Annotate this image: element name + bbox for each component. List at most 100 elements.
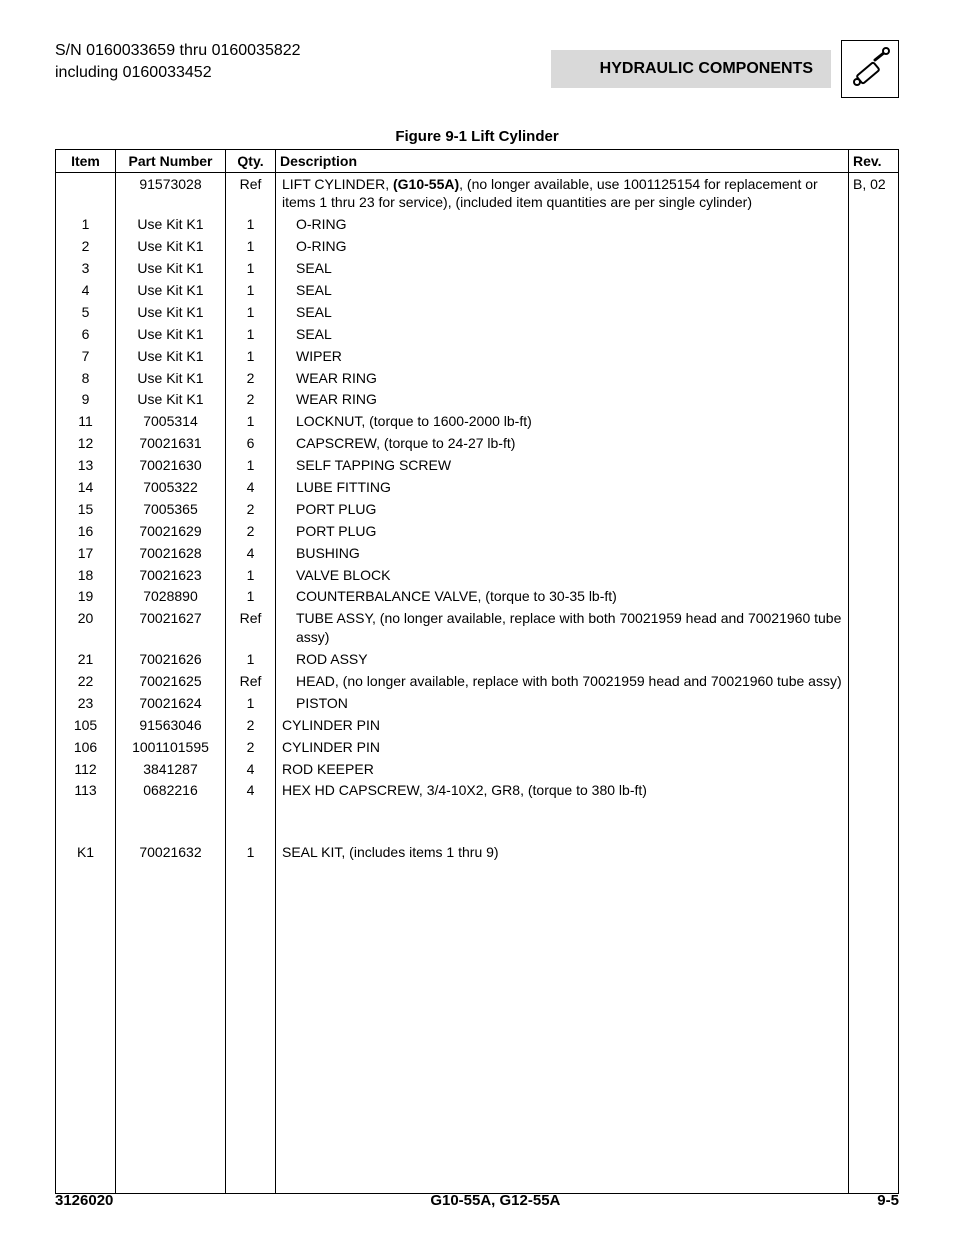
cell-rev: [849, 389, 899, 411]
cell-desc: O-RING: [276, 214, 849, 236]
cell-item: 2: [56, 236, 116, 258]
cell-rev: [849, 649, 899, 671]
cell-item: 106: [56, 736, 116, 758]
cell-item: 4: [56, 279, 116, 301]
cell-part: 70021627: [116, 608, 226, 649]
cell-item: [56, 173, 116, 214]
cell-qty: 6: [226, 433, 276, 455]
cell-part: 70021630: [116, 455, 226, 477]
cell-item: 112: [56, 758, 116, 780]
table-row: 1170053141LOCKNUT, (torque to 1600-2000 …: [56, 411, 899, 433]
cell-qty: 2: [226, 714, 276, 736]
cell-rev: [849, 758, 899, 780]
cell-rev: [849, 692, 899, 714]
cell-qty: 4: [226, 780, 276, 802]
cell-rev: [849, 542, 899, 564]
cell-rev: [849, 345, 899, 367]
serial-number-block: S/N 0160033659 thru 0160035822 including…: [55, 40, 301, 83]
cell-qty: Ref: [226, 670, 276, 692]
cell-part: Use Kit K1: [116, 367, 226, 389]
cell-part: 91563046: [116, 714, 226, 736]
cell-desc: CYLINDER PIN: [276, 736, 849, 758]
cell-item: 23: [56, 692, 116, 714]
cell-qty: 2: [226, 520, 276, 542]
cell-item: 5: [56, 301, 116, 323]
table-row: 9Use Kit K12WEAR RING: [56, 389, 899, 411]
cell-desc: LIFT CYLINDER, (G10-55A), (no longer ava…: [276, 173, 849, 214]
table-row: 18700216231VALVE BLOCK: [56, 564, 899, 586]
cell-part: 70021624: [116, 692, 226, 714]
table-row: 17700216284BUSHING: [56, 542, 899, 564]
cell-part: 3841287: [116, 758, 226, 780]
cell-rev: B, 02: [849, 173, 899, 214]
cell-desc: SEAL KIT, (includes items 1 thru 9): [276, 842, 849, 864]
table-row: 23700216241PISTON: [56, 692, 899, 714]
table-row: 11306822164HEX HD CAPSCREW, 3/4-10X2, GR…: [56, 780, 899, 802]
cell-qty: 1: [226, 258, 276, 280]
cell-part: Use Kit K1: [116, 214, 226, 236]
figure-title: Figure 9-1 Lift Cylinder: [55, 128, 899, 145]
cell-item: 1: [56, 214, 116, 236]
cell-qty: 1: [226, 649, 276, 671]
cell-qty: 2: [226, 367, 276, 389]
table-row: 2Use Kit K11O-RING: [56, 236, 899, 258]
hydraulic-cylinder-icon: [841, 40, 899, 98]
cell-part: 7005314: [116, 411, 226, 433]
cell-part: Use Kit K1: [116, 236, 226, 258]
cell-part: 1001101595: [116, 736, 226, 758]
table-row: 4Use Kit K11SEAL: [56, 279, 899, 301]
cell-qty: 1: [226, 214, 276, 236]
table-row: 2270021625RefHEAD, (no longer available,…: [56, 670, 899, 692]
table-header-row: Item Part Number Qty. Description Rev.: [56, 150, 899, 173]
cell-qty: 2: [226, 389, 276, 411]
cell-rev: [849, 455, 899, 477]
cell-rev: [849, 586, 899, 608]
table-row: 12700216316CAPSCREW, (torque to 24-27 lb…: [56, 433, 899, 455]
page-header: S/N 0160033659 thru 0160035822 including…: [55, 40, 899, 98]
cell-qty: 4: [226, 758, 276, 780]
cell-desc: BUSHING: [276, 542, 849, 564]
cell-qty: 4: [226, 542, 276, 564]
cell-qty: 1: [226, 455, 276, 477]
col-header-rev: Rev.: [849, 150, 899, 173]
header-right: HYDRAULIC COMPONENTS: [551, 40, 899, 98]
cell-rev: [849, 714, 899, 736]
page-footer: 3126020 G10-55A, G12-55A 9-5: [55, 1192, 899, 1209]
cell-item: 13: [56, 455, 116, 477]
cell-rev: [849, 736, 899, 758]
cell-part: 70021632: [116, 842, 226, 864]
table-row: 13700216301SELF TAPPING SCREW: [56, 455, 899, 477]
col-header-qty: Qty.: [226, 150, 276, 173]
cell-part: 70021629: [116, 520, 226, 542]
cell-part: Use Kit K1: [116, 323, 226, 345]
cell-part: 7005365: [116, 498, 226, 520]
cell-item: 6: [56, 323, 116, 345]
cell-part: 70021631: [116, 433, 226, 455]
cell-part: Use Kit K1: [116, 258, 226, 280]
cell-item: 17: [56, 542, 116, 564]
cell-desc: PISTON: [276, 692, 849, 714]
cell-item: 14: [56, 476, 116, 498]
table-row: 7Use Kit K11WIPER: [56, 345, 899, 367]
cell-item: 3: [56, 258, 116, 280]
cell-item: 11: [56, 411, 116, 433]
sn-line-2: including 0160033452: [55, 62, 301, 84]
sn-line-1: S/N 0160033659 thru 0160035822: [55, 40, 301, 62]
cell-rev: [849, 498, 899, 520]
cell-rev: [849, 564, 899, 586]
cell-desc: HEX HD CAPSCREW, 3/4-10X2, GR8, (torque …: [276, 780, 849, 802]
cell-part: 91573028: [116, 173, 226, 214]
cell-desc: WEAR RING: [276, 367, 849, 389]
cell-desc: LUBE FITTING: [276, 476, 849, 498]
cell-qty: 1: [226, 279, 276, 301]
cell-qty: 1: [226, 236, 276, 258]
cell-desc: TUBE ASSY, (no longer available, replace…: [276, 608, 849, 649]
cell-part: Use Kit K1: [116, 301, 226, 323]
cell-item: K1: [56, 842, 116, 864]
cell-desc: HEAD, (no longer available, replace with…: [276, 670, 849, 692]
cell-qty: 1: [226, 323, 276, 345]
cell-qty: 2: [226, 736, 276, 758]
cell-desc: VALVE BLOCK: [276, 564, 849, 586]
cell-rev: [849, 670, 899, 692]
cell-item: 105: [56, 714, 116, 736]
